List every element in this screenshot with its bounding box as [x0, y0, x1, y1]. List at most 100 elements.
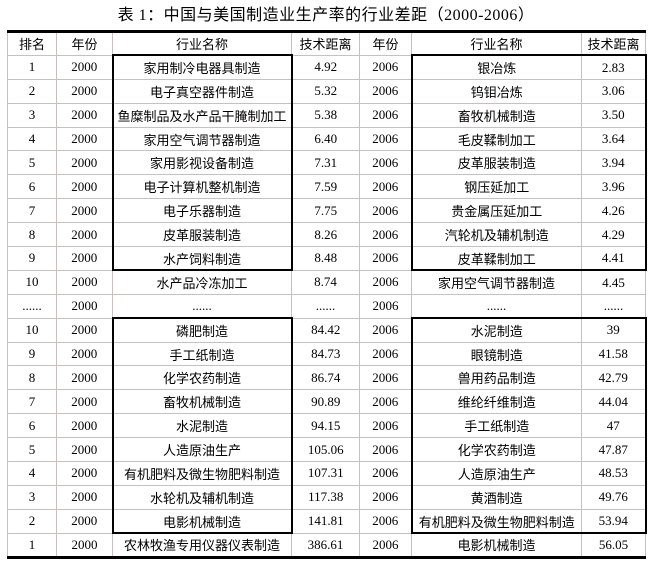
distance-cell: 4.29: [581, 222, 647, 248]
distance-cell: ......: [291, 293, 360, 319]
table-row: 4 2000 家用空气调节器制造 6.40 2006 毛皮鞣制加工 3.64: [7, 126, 647, 152]
year-cell: 2006: [359, 413, 412, 439]
industry-cell: 家用空气调节器制造: [411, 269, 582, 295]
industry-cell: 电子乐器制造: [111, 198, 293, 224]
distance-cell: 5.38: [291, 102, 360, 128]
year-cell: 2000: [56, 484, 113, 510]
year-cell: 2000: [56, 246, 113, 271]
year-cell: 2000: [56, 102, 113, 128]
industry-cell: 贵金属压延加工: [410, 198, 582, 224]
column-header: 年份: [359, 31, 412, 56]
distance-cell: 4.45: [581, 269, 646, 295]
industry-cell: 人造原油生产: [410, 461, 582, 486]
industry-cell: 水泥制造: [410, 317, 582, 343]
industry-cell: 电影机械制造: [111, 508, 293, 535]
industry-cell: 有机肥料及微生物肥料制造: [111, 461, 293, 486]
table-row: 8 2000 皮革服装制造 8.26 2006 汽轮机及辅机制造 4.29: [7, 222, 647, 248]
distance-cell: 2.83: [581, 54, 647, 80]
distance-cell: 49.76: [581, 484, 647, 510]
industry-cell: 人造原油生产: [111, 437, 293, 463]
table-row: 7 2000 畜牧机械制造 90.89 2006 维纶纤维制造 44.04: [7, 389, 647, 415]
table-row: 9 2000 水产饲料制造 8.48 2006 皮革鞣制加工 4.41: [7, 246, 647, 272]
year-cell: 2006: [359, 365, 412, 391]
industry-cell: 磷肥制造: [111, 317, 293, 343]
distance-cell: 42.79: [581, 365, 647, 391]
industry-cell: 化学农药制造: [111, 365, 293, 391]
year-cell: 2006: [359, 102, 412, 128]
distance-cell: 3.64: [581, 126, 647, 152]
rank-cell: 4: [7, 461, 57, 486]
industry-cell: 水产饲料制造: [111, 246, 293, 272]
year-cell: 2006: [359, 54, 412, 80]
column-header: 行业名称: [411, 31, 582, 56]
industry-cell: 钢压延加工: [410, 174, 582, 200]
distance-cell: 4.26: [581, 198, 647, 224]
industry-cell: 汽轮机及辅机制造: [410, 222, 582, 248]
distance-cell: 7.75: [291, 198, 360, 224]
industry-cell: ......: [411, 293, 582, 319]
rank-cell: 7: [7, 198, 57, 224]
distance-cell: 8.74: [291, 269, 360, 295]
year-cell: 2000: [56, 461, 113, 486]
industry-cell: 畜牧机械制造: [111, 389, 293, 415]
year-cell: 2006: [359, 246, 412, 271]
table-row: ...... 2000............ 2006............: [7, 293, 646, 319]
rank-cell: 9: [7, 341, 57, 367]
distance-cell: 47.87: [581, 437, 647, 463]
year-cell: 2000: [56, 269, 113, 295]
industry-cell: 眼镜制造: [410, 341, 582, 367]
year-cell: 2000: [56, 317, 113, 343]
distance-cell: 90.89: [291, 389, 360, 415]
industry-cell: 农林牧渔专用仪器仪表制造: [112, 532, 292, 558]
distance-cell: 105.06: [291, 437, 360, 463]
year-cell: 2006: [359, 126, 412, 152]
year-cell: 2000: [56, 293, 113, 319]
table-row: 6 2000 电子计算机整机制造 7.59 2006 钢压延加工 3.96: [7, 174, 647, 200]
year-cell: 2000: [56, 341, 113, 367]
distance-cell: 44.04: [581, 389, 647, 415]
year-cell: 2000: [56, 78, 113, 104]
rank-cell: 3: [7, 484, 57, 510]
industry-cell: 手工纸制造: [111, 341, 293, 367]
distance-cell: 53.94: [581, 508, 647, 535]
year-cell: 2006: [359, 78, 412, 104]
table-row: 4 2000 有机肥料及微生物肥料制造 107.31 2006 人造原油生产 48.53: [7, 461, 647, 486]
rank-cell: 4: [7, 126, 57, 152]
distance-cell: ......: [581, 293, 646, 319]
year-cell: 2006: [359, 461, 412, 486]
distance-cell: 6.40: [291, 126, 360, 152]
industry-cell: 水泥制造: [111, 413, 293, 439]
table-row: 7 2000 电子乐器制造 7.75 2006 贵金属压延加工 4.26: [7, 198, 647, 224]
table-row: 10 2000 水产品冷冻加工 8.74 2006 家用空气调节器制造 4.45: [7, 269, 646, 295]
year-cell: 2006: [359, 150, 412, 176]
distance-cell: 5.32: [291, 78, 360, 104]
industry-cell: 化学农药制造: [410, 437, 582, 463]
rank-cell: 1: [7, 532, 57, 558]
industry-gap-table: 排名 年份 行业名称 技术距离 年份 行业名称 技术距离 1 2000 家用制冷电器具制造 4.9…: [7, 30, 647, 559]
rank-cell: 6: [7, 174, 57, 200]
industry-cell: 家用空气调节器制造: [111, 126, 293, 152]
industry-cell: 水轮机及辅机制造: [111, 484, 293, 510]
year-cell: 2000: [56, 413, 113, 439]
year-cell: 2006: [359, 341, 412, 367]
column-header: 技术距离: [291, 31, 360, 56]
rank-cell: 5: [7, 150, 57, 176]
rank-cell: 2: [7, 78, 57, 104]
industry-cell: 电影机械制造: [411, 532, 582, 558]
distance-cell: 386.61: [291, 532, 360, 558]
distance-cell: 48.53: [581, 461, 647, 486]
rank-cell: 7: [7, 389, 57, 415]
distance-cell: 84.73: [291, 341, 360, 367]
rank-cell: 9: [7, 246, 57, 271]
industry-cell: 维纶纤维制造: [410, 389, 582, 415]
distance-cell: 56.05: [581, 532, 646, 558]
table-row: 5 2000 家用影视设备制造 7.31 2006 皮革服装制造 3.94: [7, 150, 647, 176]
distance-cell: 47: [581, 413, 647, 439]
distance-cell: 94.15: [291, 413, 360, 439]
year-cell: 2006: [359, 174, 412, 200]
industry-cell: 畜牧机械制造: [410, 102, 582, 128]
distance-cell: 39: [581, 317, 647, 343]
distance-cell: 3.94: [581, 150, 647, 176]
year-cell: 2006: [359, 484, 412, 510]
year-cell: 2000: [56, 508, 113, 534]
